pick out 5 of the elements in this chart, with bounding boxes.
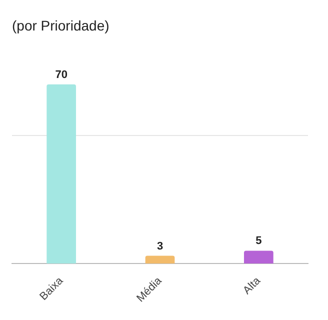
data-label: 70 xyxy=(55,68,68,81)
data-label: 3 xyxy=(156,240,164,252)
chart-title: (por Prioridade) xyxy=(12,17,110,34)
data-label: 5 xyxy=(256,235,262,248)
x-tick-label: Alta xyxy=(241,274,264,297)
